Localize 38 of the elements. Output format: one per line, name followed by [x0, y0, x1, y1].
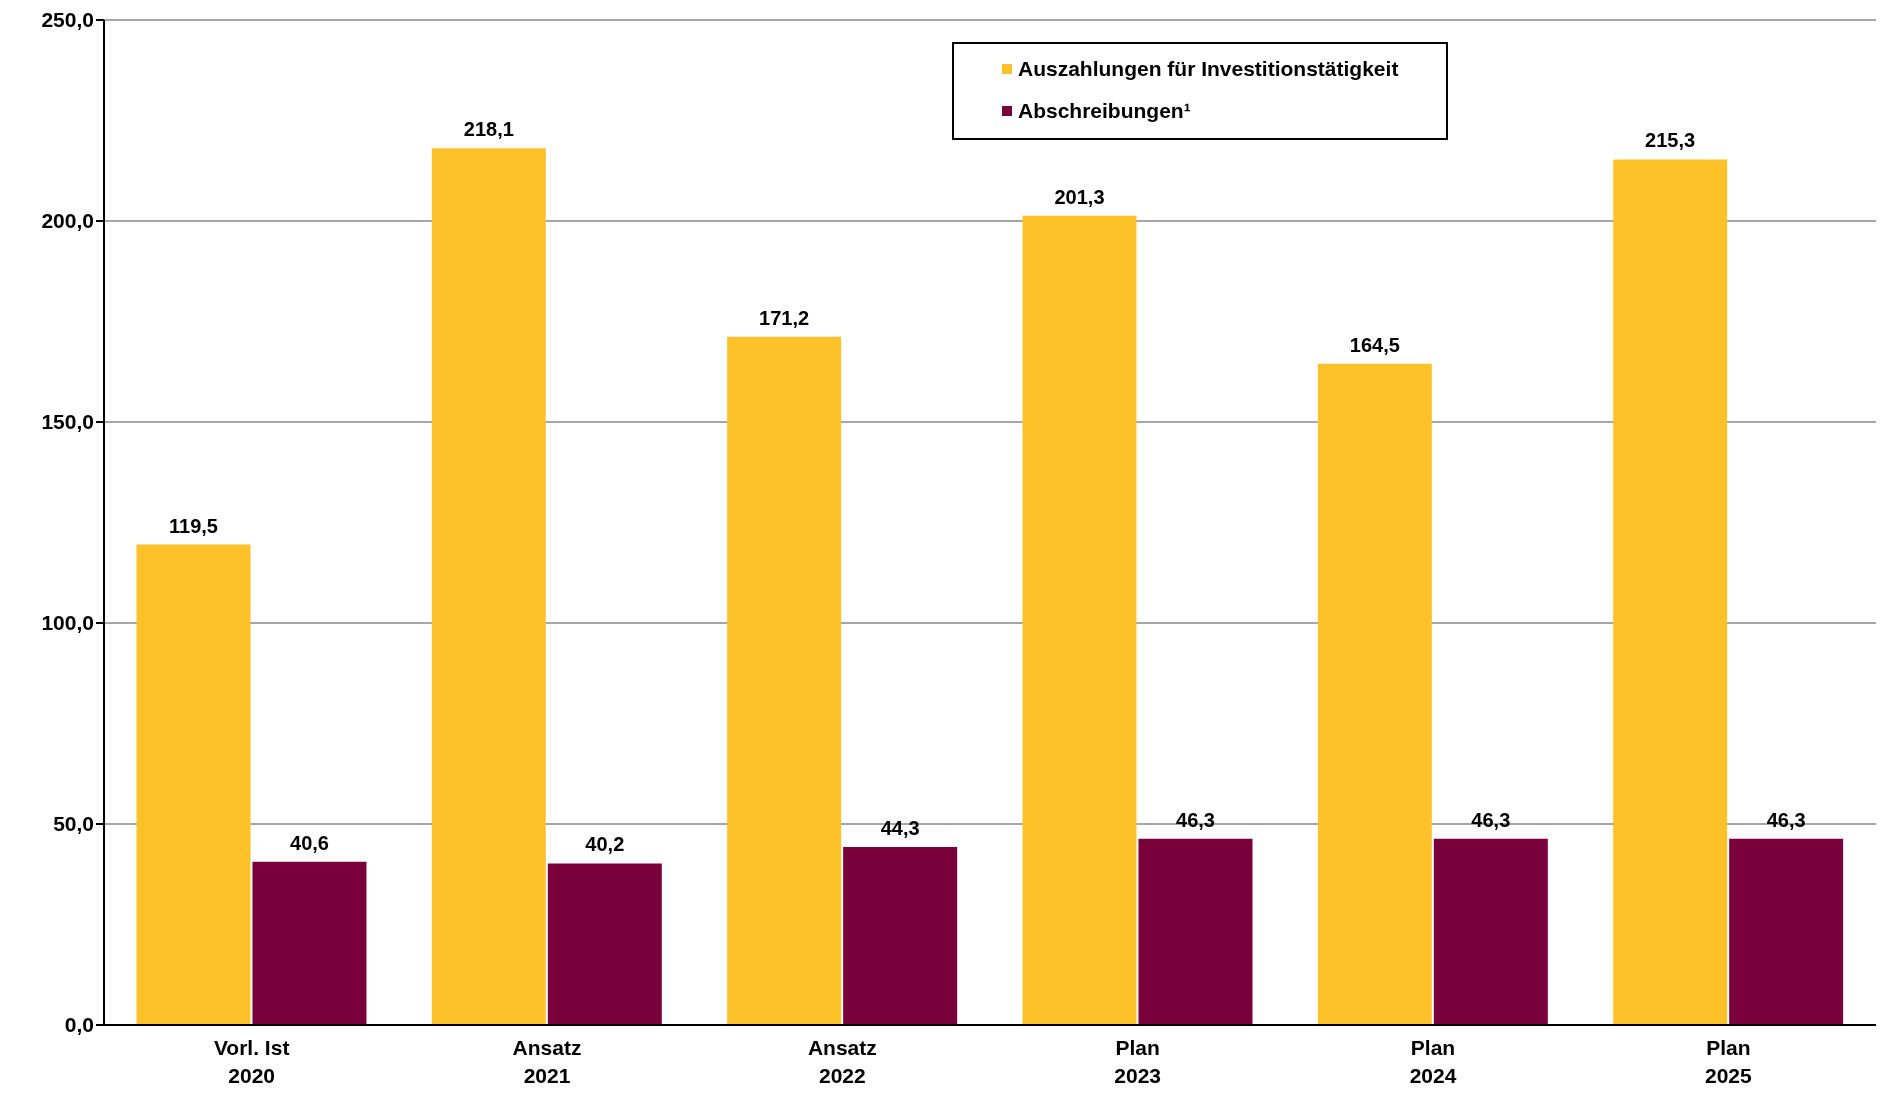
- x-tick-label: Plan 2023: [1114, 1036, 1162, 1087]
- bar: [1022, 215, 1137, 1025]
- data-label: 44,3: [880, 816, 920, 839]
- data-label: 201,3: [1054, 185, 1105, 208]
- legend-label: Auszahlungen für Investitionstätigkeit: [1018, 57, 1399, 81]
- data-label: 171,2: [759, 306, 810, 329]
- bar: [431, 148, 546, 1025]
- bar: [1317, 363, 1432, 1025]
- bar: [727, 336, 842, 1025]
- data-label: 40,2: [585, 833, 625, 856]
- bar: [1729, 838, 1844, 1025]
- data-label: 215,3: [1645, 129, 1696, 152]
- x-tick-label: Ansatz 2021: [512, 1036, 582, 1087]
- data-label: 218,1: [463, 118, 514, 141]
- bar: [136, 544, 251, 1025]
- bar: [1613, 159, 1728, 1025]
- y-tick-label: 100,0: [41, 611, 94, 635]
- data-label: 46,3: [1471, 808, 1511, 831]
- bar: [843, 846, 958, 1025]
- data-label: 40,6: [290, 831, 329, 854]
- y-tick-label: 200,0: [41, 209, 94, 233]
- bar: [1138, 838, 1253, 1025]
- bar: [252, 861, 367, 1025]
- x-tick-label: Ansatz 2022: [807, 1036, 877, 1087]
- data-label: 46,3: [1766, 808, 1806, 831]
- data-label: 46,3: [1176, 808, 1215, 831]
- data-label: 164,5: [1349, 333, 1400, 356]
- bar: [547, 863, 662, 1025]
- x-tick-label: Vorl. Ist 2020: [213, 1036, 290, 1087]
- legend-label: Abschreibungen¹: [1018, 99, 1191, 123]
- data-label: 119,5: [169, 514, 218, 537]
- x-tick-label: Plan 2024: [1409, 1036, 1457, 1087]
- y-tick-label: 0,0: [64, 1013, 94, 1037]
- x-tick-label: Plan 2025: [1704, 1036, 1753, 1087]
- bar: [1433, 838, 1548, 1025]
- y-tick-label: 150,0: [41, 410, 94, 434]
- y-tick-label: 50,0: [53, 812, 94, 836]
- y-tick-label: 250,0: [41, 8, 94, 32]
